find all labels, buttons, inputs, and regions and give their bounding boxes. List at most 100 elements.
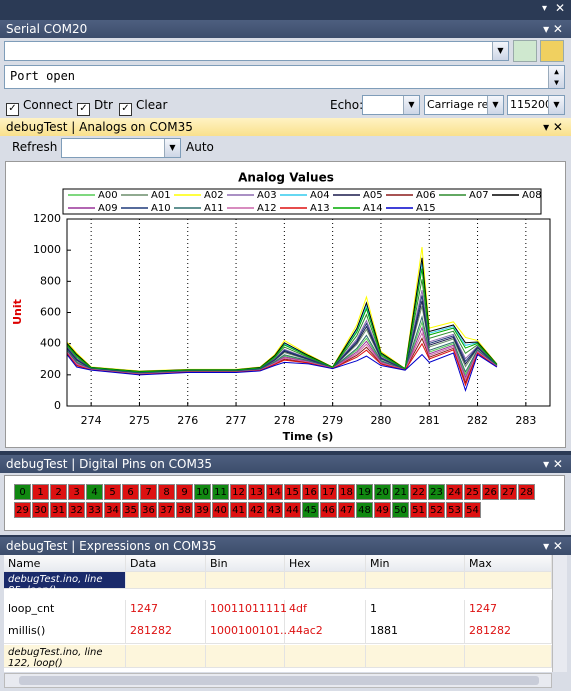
pin-indicator: 54	[464, 502, 481, 518]
pin-indicator: 51	[410, 502, 427, 518]
pin-indicator: 23	[428, 484, 445, 500]
pin-indicator: 52	[428, 502, 445, 518]
checkbox-label: Dtr	[94, 98, 113, 112]
table-cell	[366, 572, 465, 589]
refresh-button[interactable]: Refresh	[12, 140, 58, 154]
checkbox-clear[interactable]: ✓ Clear	[119, 98, 167, 116]
pin-indicator: 28	[518, 484, 535, 500]
pin-indicator: 25	[464, 484, 481, 500]
pin-indicator: 15	[284, 484, 301, 500]
settings-button[interactable]	[540, 40, 564, 62]
legend-label: A11	[204, 203, 224, 214]
legend-label: A07	[469, 190, 489, 201]
pin-indicator: 22	[410, 484, 427, 500]
echo-combobox[interactable]: ▼	[362, 95, 420, 115]
legend-label: A13	[310, 203, 330, 214]
column-header[interactable]: Hex	[285, 555, 366, 572]
table-row[interactable]: Name Data Bin Hex Min Max	[4, 555, 552, 572]
table-cell: 1881	[366, 622, 465, 644]
y-tick-label: 600	[40, 306, 61, 319]
digital-pane: 0 1 2 3 4 5 6 7 8 9 10 11 12 13 14 15 16 17 18 19 20 21 22 23 24…	[0, 473, 571, 535]
table-cell	[465, 572, 552, 589]
send-button[interactable]	[513, 40, 537, 62]
pin-indicator: 42	[248, 502, 265, 518]
pin-indicator: 31	[50, 502, 67, 518]
baud-combobox[interactable]: 115200 ▼	[507, 95, 565, 115]
horizontal-scrollbar[interactable]	[4, 673, 552, 688]
pin-indicator: 1	[32, 484, 49, 500]
dropdown-icon[interactable]: ▾	[541, 3, 547, 14]
checkbox-connect[interactable]: ✓ Connect	[6, 98, 73, 116]
chart-title: Analog Values	[238, 171, 334, 185]
column-header[interactable]: Max	[465, 555, 552, 572]
table-row[interactable]: debugTest.ino, line 122, loop()	[4, 645, 552, 669]
output-text: Port open ▲ ▼	[4, 65, 565, 89]
x-tick-label: 277	[226, 414, 247, 427]
x-tick-label: 276	[177, 414, 198, 427]
series-line	[66, 352, 498, 393]
serial-pane: ▼ Port open ▲ ▼ ✓ Connect ✓ Dtr ✓ Clear Echo:…	[0, 38, 571, 118]
panel-controls[interactable]: ▾ ✕	[543, 22, 563, 36]
pin-indicator: 26	[482, 484, 499, 500]
analog-combobox[interactable]: ▼	[61, 138, 181, 158]
panel-controls[interactable]: ▾ ✕	[543, 120, 563, 134]
series-line	[66, 337, 498, 384]
pin-indicator: 12	[230, 484, 247, 500]
line-ending-combobox[interactable]: Carriage retu ▼	[424, 95, 504, 115]
close-icon[interactable]: ✕	[554, 1, 565, 15]
pins-area: 0 1 2 3 4 5 6 7 8 9 10 11 12 13 14 15 16 17 18 19 20 21 22 23 24…	[4, 475, 565, 531]
pin-indicator: 13	[248, 484, 265, 500]
panel-title: debugTest | Expressions on COM35	[6, 539, 217, 553]
checkbox-label: Clear	[136, 98, 168, 112]
vertical-scrollbar[interactable]	[552, 555, 567, 672]
panel-header: debugTest | Expressions on COM35 ▾ ✕	[0, 537, 571, 555]
line-ending-value: Carriage retu	[427, 98, 500, 111]
table-cell: 1000100101...	[206, 622, 290, 644]
pin-indicator: 44	[284, 502, 301, 518]
pin-indicator: 24	[446, 484, 463, 500]
pin-indicator: 19	[356, 484, 373, 500]
table-cell	[465, 645, 552, 668]
table-cell: 281282	[126, 622, 206, 644]
table-row[interactable]: millis() 281282 1000100101... 44ac2 1881 2812…	[4, 622, 552, 644]
series-line	[66, 300, 498, 374]
pin-indicator: 39	[194, 502, 211, 518]
column-header[interactable]: Name	[4, 555, 126, 572]
legend-label: A05	[363, 190, 383, 201]
pin-indicator: 6	[122, 484, 139, 500]
panel-title: debugTest | Digital Pins on COM35	[6, 457, 213, 471]
legend-label: A04	[310, 190, 330, 201]
send-combobox[interactable]: ▼	[4, 41, 509, 61]
x-tick-label: 279	[322, 414, 343, 427]
table-cell: 281282	[465, 622, 552, 644]
x-tick-label: 283	[515, 414, 536, 427]
legend-label: A09	[98, 203, 118, 214]
y-axis-label: Unit	[11, 299, 24, 325]
pin-indicator: 41	[230, 502, 247, 518]
column-header[interactable]: Min	[366, 555, 465, 572]
pin-indicator: 27	[500, 484, 517, 500]
pin-indicator: 20	[374, 484, 391, 500]
x-tick-label: 282	[467, 414, 488, 427]
panel-header: debugTest | Analogs on COM35 ▾ ✕	[0, 118, 571, 136]
table-cell	[285, 572, 366, 589]
table-cell	[206, 645, 285, 668]
pin-indicator: 3	[68, 484, 85, 500]
pin-indicator: 48	[356, 502, 373, 518]
table-cell	[366, 645, 465, 668]
checkbox-label: Connect	[23, 98, 73, 112]
column-header[interactable]: Bin	[206, 555, 285, 572]
auto-button[interactable]: Auto	[186, 140, 214, 154]
panel-controls[interactable]: ▾ ✕	[543, 539, 563, 553]
checkbox-dtr[interactable]: ✓ Dtr	[77, 98, 113, 116]
plot-frame	[66, 218, 551, 407]
panel-controls[interactable]: ▾ ✕	[543, 457, 563, 471]
pins-grid: 0 1 2 3 4 5 6 7 8 9 10 11 12 13 14 15 16 17 18 19 20 21 22 23 24…	[14, 484, 537, 520]
column-header[interactable]: Data	[126, 555, 206, 572]
pin-indicator: 36	[140, 502, 157, 518]
pin-indicator: 37	[158, 502, 175, 518]
pin-indicator: 5	[104, 484, 121, 500]
pin-indicator: 2	[50, 484, 67, 500]
table-row[interactable]: debugTest.ino, line 85, loop()	[4, 572, 552, 596]
table-cell: 44ac2	[285, 622, 366, 644]
